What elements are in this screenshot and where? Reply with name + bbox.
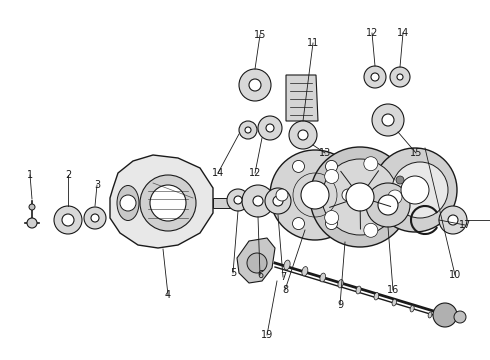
Text: 15: 15 bbox=[254, 30, 266, 40]
Text: 4: 4 bbox=[165, 290, 171, 300]
Text: 1: 1 bbox=[27, 170, 33, 180]
Text: 14: 14 bbox=[212, 168, 224, 178]
Text: 13: 13 bbox=[319, 148, 331, 158]
Text: 2: 2 bbox=[65, 170, 71, 180]
Circle shape bbox=[245, 127, 251, 133]
Circle shape bbox=[253, 196, 263, 206]
Polygon shape bbox=[110, 155, 213, 248]
Circle shape bbox=[454, 311, 466, 323]
Circle shape bbox=[325, 170, 339, 184]
Circle shape bbox=[62, 214, 74, 226]
Circle shape bbox=[234, 196, 242, 204]
Circle shape bbox=[390, 67, 410, 87]
Circle shape bbox=[392, 162, 448, 218]
Circle shape bbox=[293, 217, 304, 230]
Ellipse shape bbox=[117, 185, 139, 220]
Circle shape bbox=[396, 176, 404, 184]
Circle shape bbox=[364, 223, 378, 237]
Circle shape bbox=[397, 74, 403, 80]
Ellipse shape bbox=[428, 312, 432, 318]
Circle shape bbox=[239, 69, 271, 101]
Text: 8: 8 bbox=[282, 285, 288, 295]
Ellipse shape bbox=[284, 260, 290, 270]
Circle shape bbox=[401, 176, 429, 204]
Circle shape bbox=[388, 190, 402, 204]
Circle shape bbox=[239, 121, 257, 139]
Circle shape bbox=[227, 189, 249, 211]
Text: 6: 6 bbox=[257, 270, 263, 280]
Polygon shape bbox=[286, 75, 318, 121]
Circle shape bbox=[325, 211, 339, 225]
Text: 12: 12 bbox=[366, 28, 378, 38]
Circle shape bbox=[270, 150, 360, 240]
Text: 17: 17 bbox=[459, 220, 471, 230]
Circle shape bbox=[373, 148, 457, 232]
Circle shape bbox=[378, 195, 398, 215]
Polygon shape bbox=[213, 198, 265, 208]
Circle shape bbox=[371, 73, 379, 81]
Circle shape bbox=[293, 161, 304, 172]
Circle shape bbox=[322, 159, 398, 235]
Text: 16: 16 bbox=[387, 285, 399, 295]
Circle shape bbox=[289, 121, 317, 149]
Circle shape bbox=[273, 196, 283, 206]
Circle shape bbox=[439, 206, 467, 234]
Text: 3: 3 bbox=[94, 180, 100, 190]
Circle shape bbox=[301, 181, 329, 209]
Circle shape bbox=[242, 185, 274, 217]
Circle shape bbox=[448, 215, 458, 225]
Text: 7: 7 bbox=[280, 272, 286, 282]
Text: 18: 18 bbox=[489, 215, 490, 225]
Circle shape bbox=[247, 253, 267, 273]
Circle shape bbox=[372, 104, 404, 136]
Circle shape bbox=[266, 124, 274, 132]
Circle shape bbox=[433, 303, 457, 327]
Circle shape bbox=[366, 183, 410, 227]
Circle shape bbox=[27, 218, 37, 228]
Ellipse shape bbox=[338, 280, 343, 288]
Polygon shape bbox=[237, 238, 275, 283]
Circle shape bbox=[54, 206, 82, 234]
Text: 14: 14 bbox=[397, 28, 409, 38]
Circle shape bbox=[249, 79, 261, 91]
Ellipse shape bbox=[374, 293, 379, 300]
Circle shape bbox=[310, 147, 410, 247]
Circle shape bbox=[276, 189, 288, 201]
Circle shape bbox=[382, 114, 394, 126]
Text: 11: 11 bbox=[307, 38, 319, 48]
Text: 15: 15 bbox=[410, 148, 422, 158]
Circle shape bbox=[364, 66, 386, 88]
Polygon shape bbox=[265, 195, 290, 211]
Text: 9: 9 bbox=[337, 300, 343, 310]
Circle shape bbox=[91, 214, 99, 222]
Circle shape bbox=[325, 217, 338, 230]
Ellipse shape bbox=[302, 267, 308, 276]
Circle shape bbox=[140, 175, 196, 231]
Text: 12: 12 bbox=[249, 168, 261, 178]
Text: 10: 10 bbox=[449, 270, 461, 280]
Circle shape bbox=[342, 189, 354, 201]
Circle shape bbox=[258, 116, 282, 140]
Circle shape bbox=[84, 207, 106, 229]
Ellipse shape bbox=[410, 306, 414, 312]
Circle shape bbox=[325, 161, 338, 172]
Circle shape bbox=[298, 130, 308, 140]
Ellipse shape bbox=[320, 273, 325, 282]
Circle shape bbox=[346, 183, 374, 211]
Ellipse shape bbox=[392, 299, 396, 306]
Circle shape bbox=[265, 188, 291, 214]
Circle shape bbox=[120, 195, 136, 211]
Circle shape bbox=[29, 204, 35, 210]
Text: 19: 19 bbox=[261, 330, 273, 340]
Text: 5: 5 bbox=[230, 268, 236, 278]
Circle shape bbox=[150, 185, 186, 221]
Ellipse shape bbox=[356, 286, 361, 294]
Circle shape bbox=[364, 157, 378, 171]
